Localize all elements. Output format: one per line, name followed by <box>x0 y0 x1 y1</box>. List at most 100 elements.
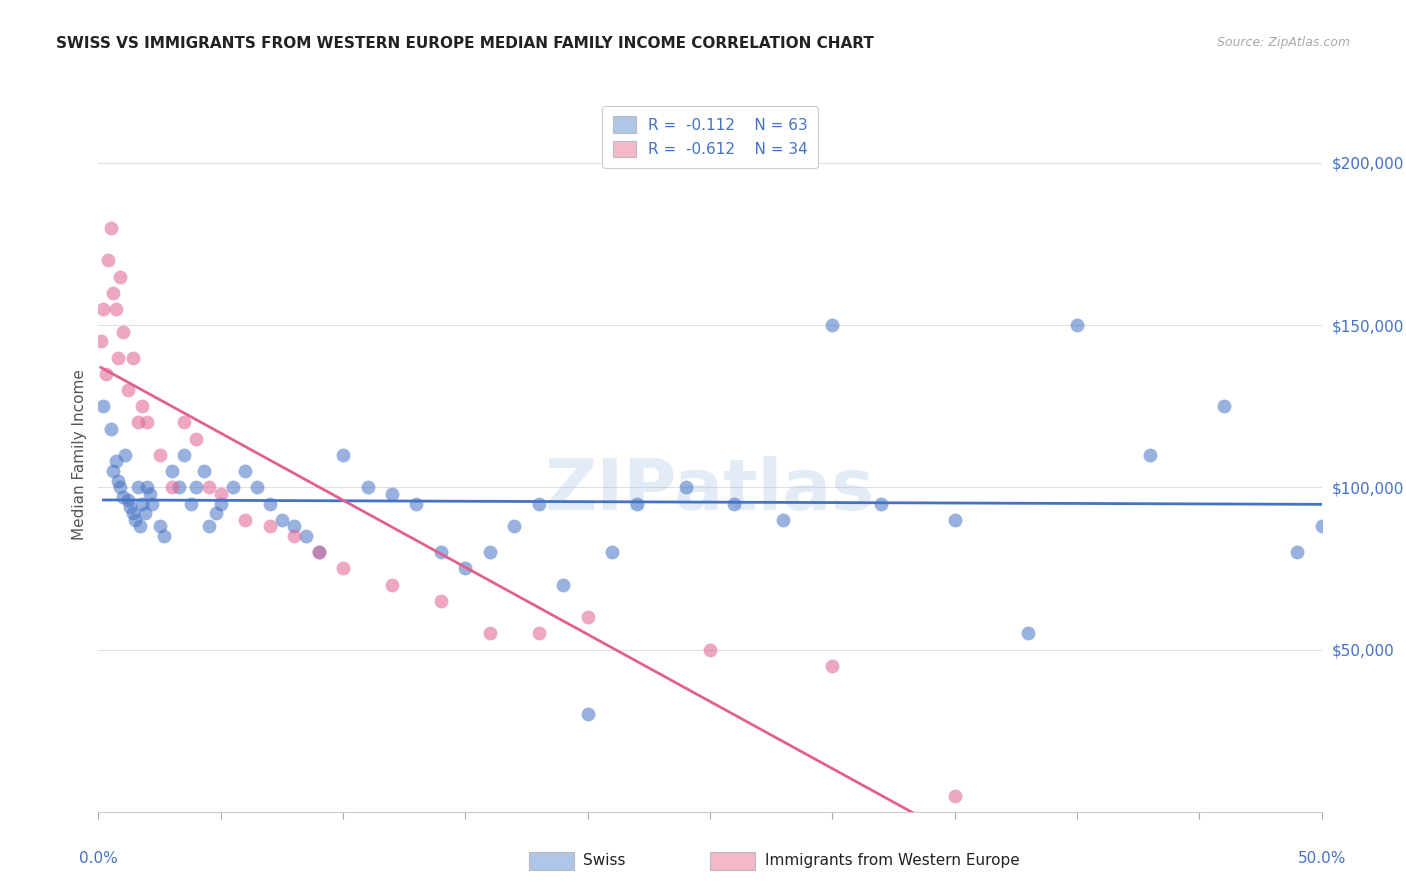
Point <box>107 474 129 488</box>
Point <box>1017 626 1039 640</box>
Point <box>478 545 501 559</box>
Point <box>527 626 550 640</box>
Point <box>233 464 256 478</box>
Point <box>139 487 162 501</box>
Point <box>1286 545 1309 559</box>
Point <box>129 519 152 533</box>
Point <box>167 480 190 494</box>
Text: 0.0%: 0.0% <box>79 851 118 865</box>
Point <box>180 497 202 511</box>
Point <box>127 416 149 430</box>
Point <box>699 642 721 657</box>
Point <box>943 789 966 803</box>
Point <box>259 519 281 533</box>
Point <box>772 513 794 527</box>
Point <box>97 253 120 268</box>
Point <box>381 577 404 591</box>
Point <box>332 561 354 575</box>
Point <box>553 577 575 591</box>
Point <box>723 497 745 511</box>
Point <box>186 480 208 494</box>
Point <box>104 301 127 316</box>
Point <box>270 513 294 527</box>
Point <box>149 448 172 462</box>
Point <box>675 480 697 494</box>
Point <box>101 285 124 300</box>
Point <box>197 480 219 494</box>
Point <box>381 487 404 501</box>
Point <box>209 487 232 501</box>
Point <box>259 497 281 511</box>
Point <box>527 497 550 511</box>
Point <box>131 399 153 413</box>
Point <box>121 506 143 520</box>
Point <box>1310 519 1333 533</box>
Point <box>503 519 526 533</box>
Point <box>111 325 134 339</box>
Y-axis label: Median Family Income: Median Family Income <box>72 369 87 541</box>
Point <box>186 432 208 446</box>
Point <box>193 464 215 478</box>
Point <box>454 561 477 575</box>
Point <box>308 545 330 559</box>
Point <box>173 416 195 430</box>
Point <box>626 497 648 511</box>
Point <box>197 519 219 533</box>
Point <box>308 545 330 559</box>
Point <box>222 480 245 494</box>
Point <box>94 367 117 381</box>
Point <box>405 497 427 511</box>
Point <box>576 707 599 722</box>
Point <box>114 448 136 462</box>
Point <box>110 480 132 494</box>
Text: Swiss: Swiss <box>583 854 626 868</box>
Point <box>478 626 501 640</box>
Point <box>160 480 183 494</box>
Point <box>136 416 159 430</box>
Point <box>332 448 354 462</box>
Point <box>127 480 149 494</box>
Point <box>821 318 844 333</box>
Point <box>141 497 163 511</box>
Point <box>430 545 453 559</box>
Point <box>121 351 143 365</box>
Text: ZIPatlas: ZIPatlas <box>546 456 875 525</box>
Point <box>134 506 156 520</box>
Point <box>100 422 122 436</box>
Point <box>283 529 305 543</box>
Point <box>821 658 844 673</box>
Point <box>160 464 183 478</box>
Text: SWISS VS IMMIGRANTS FROM WESTERN EUROPE MEDIAN FAMILY INCOME CORRELATION CHART: SWISS VS IMMIGRANTS FROM WESTERN EUROPE … <box>56 36 875 51</box>
Point <box>107 351 129 365</box>
Point <box>233 513 256 527</box>
Text: 50.0%: 50.0% <box>1298 851 1346 865</box>
Point <box>283 519 305 533</box>
Point <box>430 594 453 608</box>
Point <box>124 513 146 527</box>
Point <box>246 480 269 494</box>
Point <box>600 545 623 559</box>
Point <box>153 529 176 543</box>
Point <box>943 513 966 527</box>
Point <box>1139 448 1161 462</box>
Point <box>100 220 122 235</box>
Point <box>209 497 232 511</box>
Point <box>131 497 153 511</box>
Point <box>870 497 893 511</box>
Point <box>91 399 114 413</box>
Point <box>110 269 132 284</box>
Point <box>117 493 139 508</box>
Point <box>149 519 172 533</box>
Text: Immigrants from Western Europe: Immigrants from Western Europe <box>765 854 1019 868</box>
Point <box>104 454 127 468</box>
Point <box>111 490 134 504</box>
Point <box>101 464 124 478</box>
Legend: R =  -0.112    N = 63, R =  -0.612    N = 34: R = -0.112 N = 63, R = -0.612 N = 34 <box>602 106 818 168</box>
Point <box>117 383 139 397</box>
Point <box>120 500 142 514</box>
Point <box>205 506 228 520</box>
Point <box>356 480 378 494</box>
Point <box>576 610 599 624</box>
Point <box>173 448 195 462</box>
Point <box>1066 318 1088 333</box>
